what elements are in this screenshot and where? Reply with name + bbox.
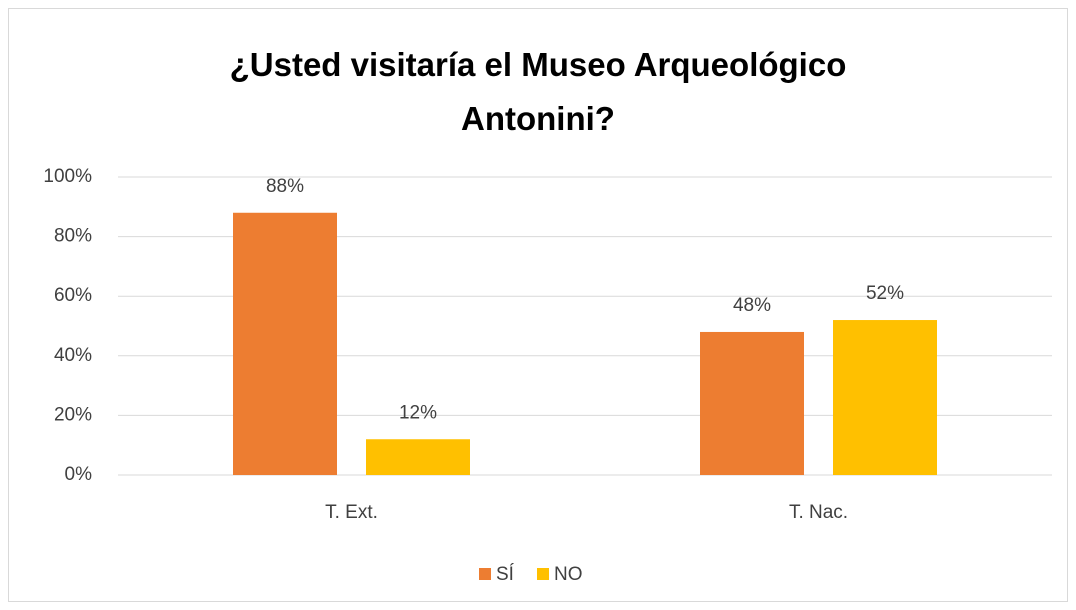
legend-swatch	[479, 568, 491, 580]
bar	[366, 439, 470, 475]
legend-label: NO	[554, 564, 583, 585]
y-tick-label: 40%	[54, 345, 92, 366]
chart-border	[8, 8, 1068, 602]
bar	[833, 320, 937, 475]
chart-title: ¿Usted visitaría el Museo Arqueológico A…	[229, 46, 847, 137]
x-tick-label: T. Ext.	[325, 502, 378, 523]
legend-label: SÍ	[496, 564, 515, 585]
y-tick-label: 20%	[54, 404, 92, 425]
y-tick-label: 80%	[54, 226, 92, 247]
data-label: 52%	[866, 283, 904, 304]
y-tick-label: 60%	[54, 285, 92, 306]
data-label: 88%	[266, 176, 304, 197]
data-label: 12%	[399, 402, 437, 423]
y-tick-label: 100%	[43, 166, 92, 187]
x-tick-label: T. Nac.	[789, 502, 848, 523]
legend-swatch	[537, 568, 549, 580]
bar	[700, 331, 804, 475]
y-tick-label: 0%	[65, 464, 93, 485]
data-label: 48%	[733, 295, 771, 316]
bar	[233, 212, 337, 475]
